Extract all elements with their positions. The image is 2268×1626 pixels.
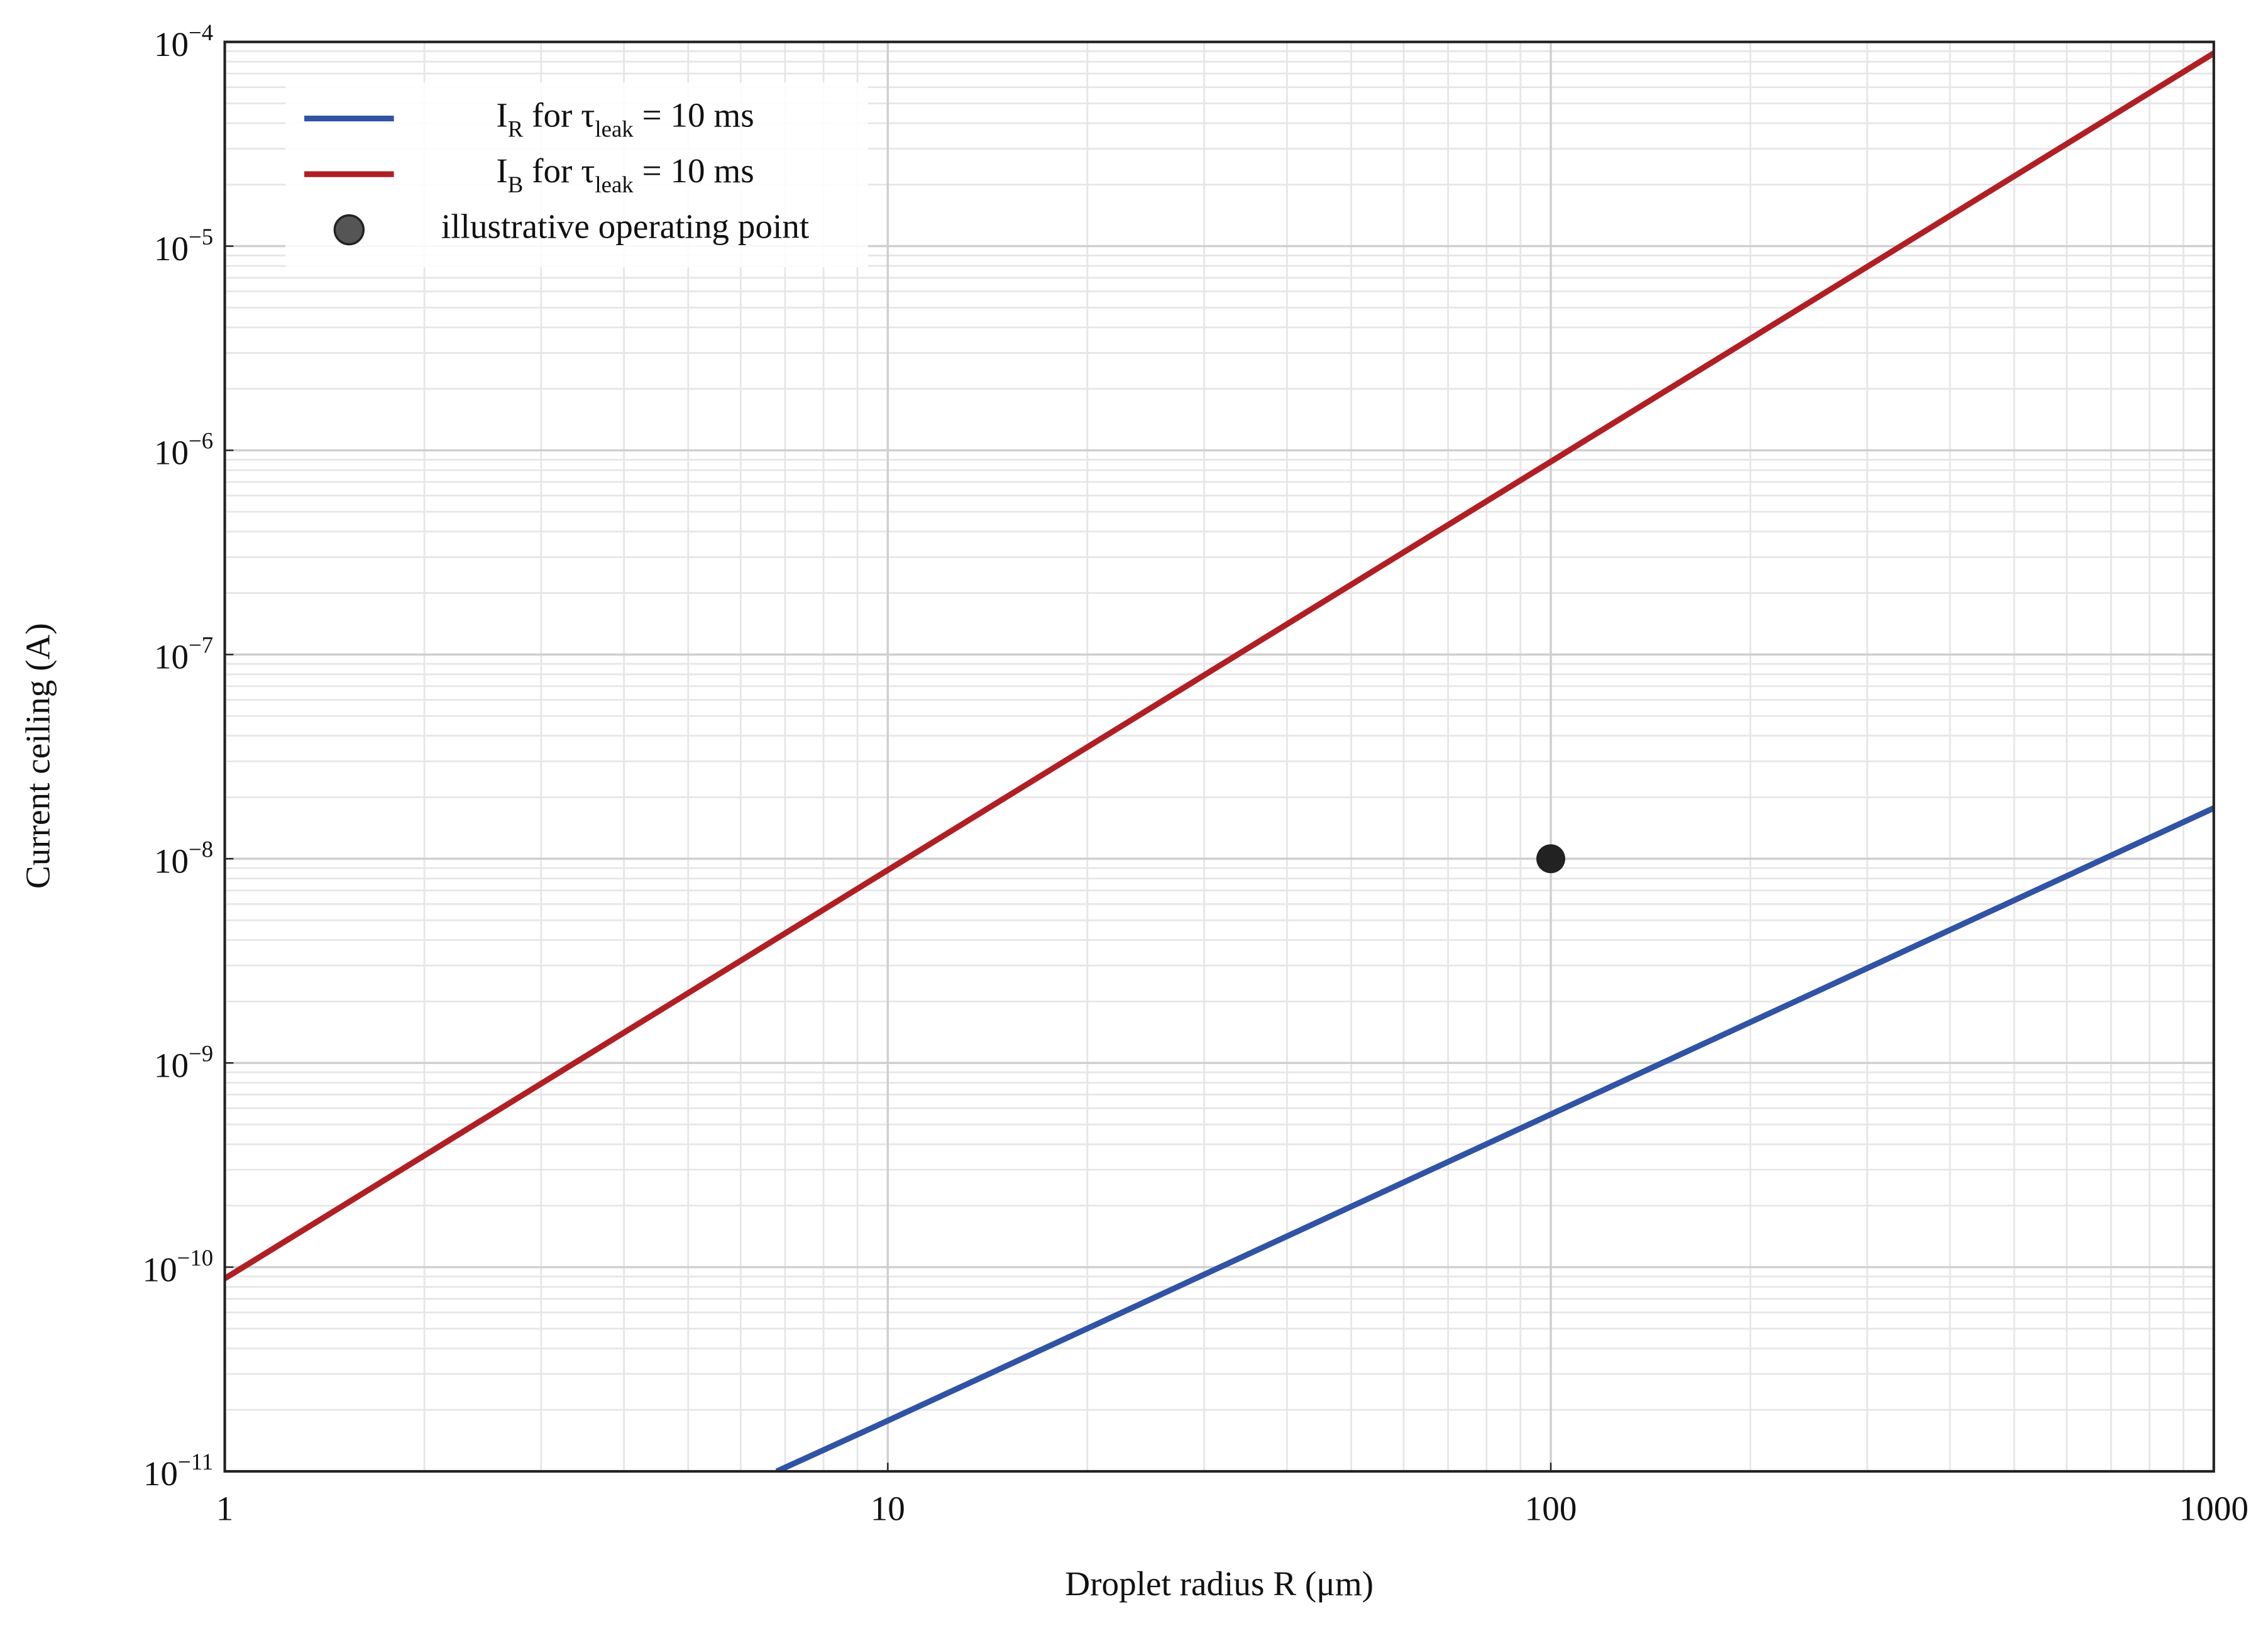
data-line xyxy=(775,805,2214,1471)
legend-label: IB for τleak = 10 ms xyxy=(496,151,754,197)
data-line xyxy=(224,50,2214,1282)
legend-marker xyxy=(333,214,365,246)
data-point xyxy=(1536,844,1566,874)
plot-frame xyxy=(223,40,2215,1473)
y-axis-label: Current ceiling (A) xyxy=(18,623,57,889)
y-tick-label: 10−4 xyxy=(154,19,213,63)
y-tick-label: 10−7 xyxy=(154,632,213,676)
x-axis-label: Droplet radius R (μm) xyxy=(1065,1564,1373,1603)
x-tick-label: 1000 xyxy=(2179,1489,2249,1527)
y-tick-label: 10−11 xyxy=(143,1449,213,1493)
legend-label: IR for τleak = 10 ms xyxy=(496,96,754,141)
y-tick-label: 10−5 xyxy=(154,224,213,268)
x-tick-label: 100 xyxy=(1525,1489,1577,1527)
x-tick-label: 1 xyxy=(216,1489,234,1527)
y-tick-label: 10−10 xyxy=(142,1244,213,1288)
legend-label: illustrative operating point xyxy=(441,207,809,245)
y-tick-label: 10−9 xyxy=(154,1040,213,1084)
x-tick-label: 10 xyxy=(871,1489,905,1527)
y-tick-label: 10−8 xyxy=(154,836,213,880)
y-tick-label: 10−6 xyxy=(154,428,213,472)
